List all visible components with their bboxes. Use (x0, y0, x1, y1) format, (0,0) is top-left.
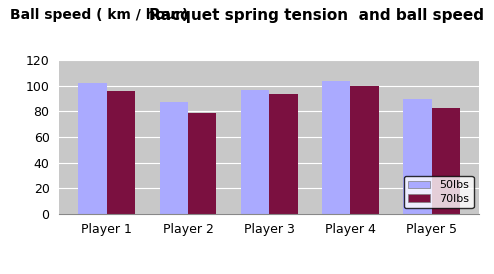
Bar (350, 86, 379, 214)
Text: Ball speed ( km / hour): Ball speed ( km / hour) (10, 8, 188, 22)
Bar (107, 91, 135, 214)
Bar (241, 90, 269, 214)
Bar (188, 113, 216, 214)
Bar (79, 83, 107, 214)
Bar (403, 99, 432, 214)
Legend: 50lbs, 70lbs: 50lbs, 70lbs (404, 176, 474, 208)
Bar (322, 81, 350, 214)
Text: Racquet spring tension  and ball speed: Racquet spring tension and ball speed (149, 8, 484, 23)
Bar (269, 93, 298, 214)
Bar (160, 102, 188, 214)
Bar (432, 108, 460, 214)
